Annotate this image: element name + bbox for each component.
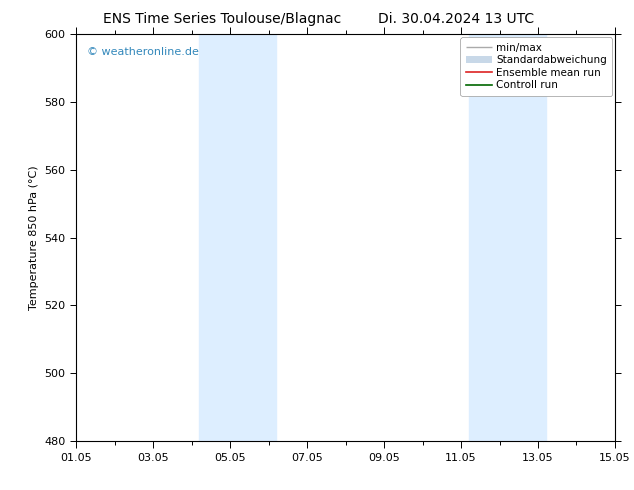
Legend: min/max, Standardabweichung, Ensemble mean run, Controll run: min/max, Standardabweichung, Ensemble me… xyxy=(460,37,612,96)
Bar xyxy=(199,34,276,441)
Bar xyxy=(469,34,546,441)
Text: © weatheronline.de: © weatheronline.de xyxy=(87,47,198,56)
Text: ENS Time Series Toulouse/Blagnac: ENS Time Series Toulouse/Blagnac xyxy=(103,12,341,26)
Y-axis label: Temperature 850 hPa (°C): Temperature 850 hPa (°C) xyxy=(29,165,39,310)
Text: Di. 30.04.2024 13 UTC: Di. 30.04.2024 13 UTC xyxy=(378,12,534,26)
